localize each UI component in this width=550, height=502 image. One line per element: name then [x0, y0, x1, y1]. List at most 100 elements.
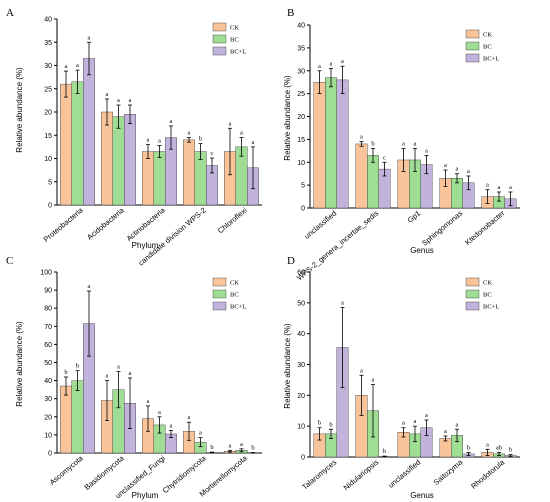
legend-swatch-c: [212, 289, 227, 299]
bar-c: [71, 380, 84, 454]
legend-label-b: BC+L: [483, 56, 499, 63]
category-label-d: Talaromyces: [300, 457, 338, 491]
legend-label-c: CK: [230, 280, 239, 287]
significance-label-b: a: [467, 168, 470, 175]
bar-a: [60, 83, 72, 206]
legend-label-d: CK: [483, 280, 492, 287]
xlabel-c: Phylum: [132, 491, 159, 500]
category-label-d: Saitozyma: [432, 457, 465, 487]
significance-label-b: a: [509, 184, 512, 191]
y-tick-label-d: 60: [297, 270, 305, 277]
bar-a: [153, 151, 166, 206]
y-tick-label-b: 30: [297, 68, 305, 75]
significance-label-a: b: [199, 136, 202, 143]
y-tick-label-a: 25: [44, 86, 52, 93]
ylabel-d: Relative abundance (%): [283, 323, 292, 409]
bar-a: [71, 81, 84, 206]
significance-label-a: a: [88, 34, 91, 41]
y-tick-label-c: 90: [44, 288, 52, 295]
y-tick-label-c: 40: [44, 378, 52, 385]
panel-label-a: A: [6, 7, 14, 19]
y-tick-label-b: 40: [297, 23, 305, 30]
legend-swatch-d: [465, 301, 480, 311]
significance-label-c: a: [199, 430, 202, 437]
significance-label-c: a: [240, 441, 243, 448]
bar-b: [355, 143, 368, 209]
legend-label-b: BC: [483, 44, 492, 51]
significance-label-a: a: [188, 130, 191, 137]
significance-label-a: a: [106, 91, 109, 98]
significance-label-b: c: [383, 154, 386, 161]
legend-label-c: BC: [230, 292, 239, 299]
significance-label-c: a: [106, 373, 109, 380]
legend-label-a: BC+L: [230, 49, 246, 56]
y-tick-label-a: 10: [44, 156, 52, 163]
significance-label-d: a: [444, 428, 447, 435]
significance-label-b: a: [456, 166, 459, 173]
legend-label-c: BC+L: [230, 304, 246, 311]
significance-label-d: a: [402, 420, 405, 427]
xlabel-d: Genus: [410, 491, 434, 500]
panel-a: A Relative abundance (%) Phylum 0 5 10 15 20…: [6, 7, 262, 267]
y-tick-label-a: 35: [44, 40, 52, 47]
significance-label-d: ab: [496, 444, 502, 451]
ylabel-b: Relative abundance (%): [283, 75, 292, 161]
category-label-a: Chloroflexi: [216, 205, 249, 235]
plot-c: 0 10 20 30 40 50 60 70 80 90 100 b b a Ascomycota a a a Ba…: [40, 270, 262, 500]
category-label-d: Rhodotorula: [469, 457, 507, 491]
xlabel-a: Phylum: [132, 241, 159, 250]
significance-label-c: a: [129, 370, 132, 377]
panel-label-c: C: [6, 255, 13, 267]
significance-label-c: b: [76, 363, 79, 370]
ylabel-c: Relative abundance (%): [15, 321, 24, 407]
significance-label-c: a: [147, 398, 150, 405]
y-tick-label-c: 60: [44, 342, 52, 349]
legend-label-d: BC+L: [483, 304, 499, 311]
xlabel-b: Genus: [410, 246, 434, 255]
significance-label-b: a: [402, 141, 405, 148]
significance-label-a: a: [240, 130, 243, 137]
significance-label-b: a: [498, 184, 501, 191]
legend-label-d: BC: [483, 292, 492, 299]
significance-label-a: a: [76, 62, 79, 69]
y-tick-label-d: 20: [297, 393, 305, 400]
y-tick-label-c: 0: [48, 451, 52, 458]
significance-label-b: a: [318, 63, 321, 70]
significance-label-d: a: [486, 441, 489, 448]
significance-label-a: a: [129, 97, 132, 104]
y-tick-label-c: 100: [40, 270, 52, 277]
category-label-a: Acidobacteria: [85, 205, 126, 242]
legend-swatch-d: [465, 277, 480, 287]
significance-label-a: a: [229, 120, 232, 127]
y-tick-label-a: 0: [48, 203, 52, 210]
y-tick-label-a: 30: [44, 63, 52, 70]
bar-b: [336, 79, 349, 209]
legend-swatch-d: [465, 289, 480, 299]
bar-a: [101, 111, 113, 206]
significance-label-d: a: [360, 367, 363, 374]
legend-swatch-b: [465, 29, 480, 39]
legend-swatch-a: [212, 46, 227, 56]
significance-label-b: a: [444, 162, 447, 169]
legend-swatch-b: [465, 53, 480, 63]
category-label-b: Gp1: [406, 209, 423, 225]
significance-label-d: a: [425, 412, 428, 419]
legend-label-a: CK: [230, 25, 239, 32]
y-tick-label-c: 30: [44, 396, 52, 403]
category-label-b: Sphingomonas: [420, 208, 464, 247]
bar-a: [124, 114, 136, 206]
significance-label-a: a: [147, 137, 150, 144]
significance-label-b: a: [341, 58, 344, 65]
y-tick-label-d: 50: [297, 300, 305, 307]
significance-label-d: a: [372, 377, 375, 384]
y-tick-label-a: 40: [44, 17, 52, 24]
significance-label-c: a: [170, 422, 173, 429]
y-tick-label-a: 5: [48, 179, 52, 186]
ylabel-a: Relative abundance (%): [15, 67, 24, 153]
significance-label-d: a: [456, 421, 459, 428]
significance-label-a: c: [211, 150, 214, 157]
significance-label-c: a: [158, 409, 161, 416]
panel-label-b: B: [287, 7, 294, 19]
